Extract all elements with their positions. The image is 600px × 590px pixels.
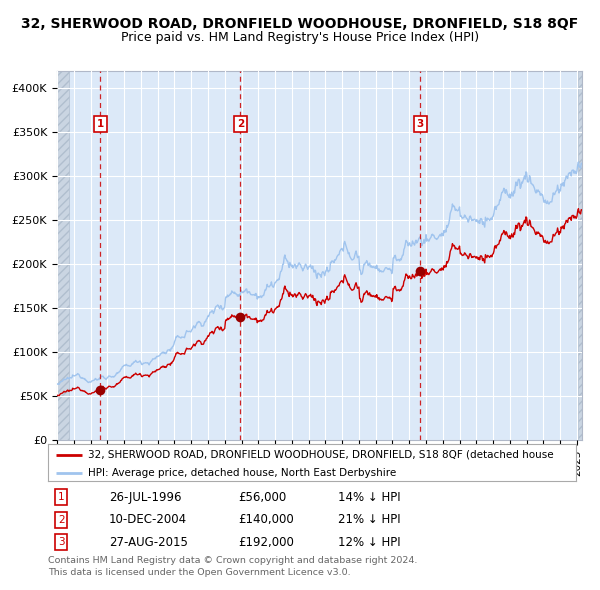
- Text: 3: 3: [416, 119, 424, 129]
- Text: 32, SHERWOOD ROAD, DRONFIELD WOODHOUSE, DRONFIELD, S18 8QF (detached house: 32, SHERWOOD ROAD, DRONFIELD WOODHOUSE, …: [88, 450, 553, 460]
- Text: 10-DEC-2004: 10-DEC-2004: [109, 513, 187, 526]
- Text: HPI: Average price, detached house, North East Derbyshire: HPI: Average price, detached house, Nort…: [88, 468, 396, 478]
- Text: 26-JUL-1996: 26-JUL-1996: [109, 491, 181, 504]
- Text: 14% ↓ HPI: 14% ↓ HPI: [338, 491, 401, 504]
- Text: 32, SHERWOOD ROAD, DRONFIELD WOODHOUSE, DRONFIELD, S18 8QF: 32, SHERWOOD ROAD, DRONFIELD WOODHOUSE, …: [22, 17, 578, 31]
- Text: 2: 2: [58, 514, 65, 525]
- Text: £192,000: £192,000: [238, 536, 294, 549]
- Text: 1: 1: [58, 493, 65, 502]
- Text: Contains HM Land Registry data © Crown copyright and database right 2024.: Contains HM Land Registry data © Crown c…: [48, 556, 418, 565]
- Bar: [57, 71, 69, 440]
- Text: £56,000: £56,000: [238, 491, 286, 504]
- Text: 27-AUG-2015: 27-AUG-2015: [109, 536, 188, 549]
- Text: 21% ↓ HPI: 21% ↓ HPI: [338, 513, 401, 526]
- Text: £140,000: £140,000: [238, 513, 294, 526]
- Text: This data is licensed under the Open Government Licence v3.0.: This data is licensed under the Open Gov…: [48, 568, 350, 576]
- Text: 3: 3: [58, 537, 65, 547]
- Bar: [578, 71, 584, 440]
- Text: Price paid vs. HM Land Registry's House Price Index (HPI): Price paid vs. HM Land Registry's House …: [121, 31, 479, 44]
- Text: 2: 2: [237, 119, 244, 129]
- Text: 12% ↓ HPI: 12% ↓ HPI: [338, 536, 401, 549]
- Text: 1: 1: [97, 119, 104, 129]
